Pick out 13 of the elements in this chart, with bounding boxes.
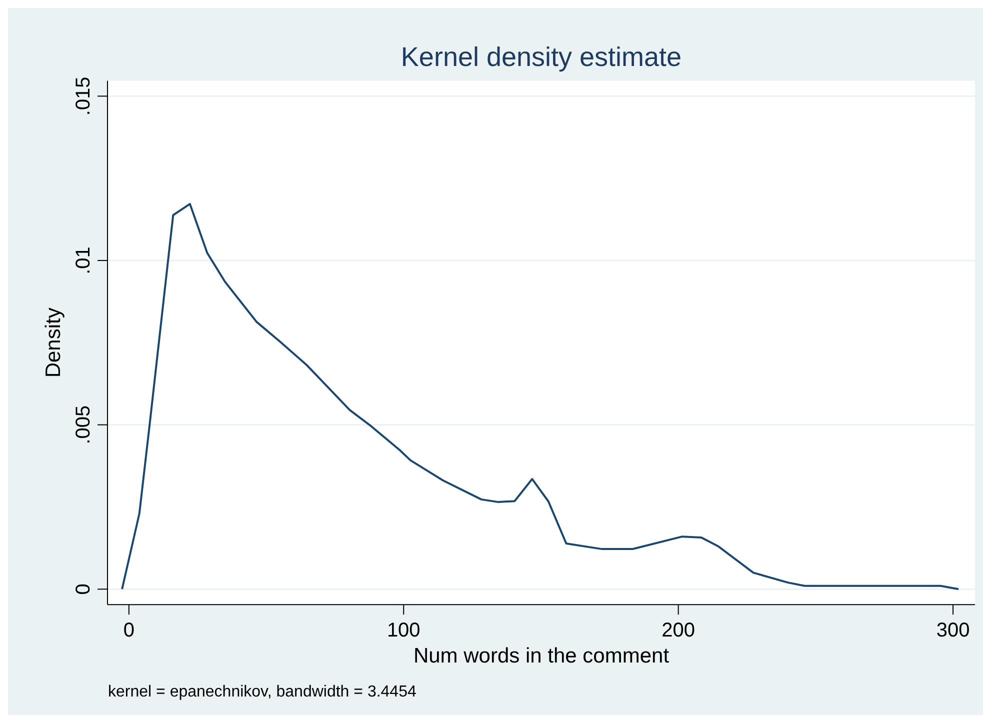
x-axis-title: Num words in the comment xyxy=(413,644,670,668)
chart-title: Kernel density estimate xyxy=(400,42,682,72)
y-tick-label: .005 xyxy=(72,405,94,444)
y-tick-label: .015 xyxy=(72,76,94,116)
line-series xyxy=(121,202,960,590)
x-tick-label: 0 xyxy=(123,620,134,642)
x-tick-label: 100 xyxy=(386,620,420,642)
x-tick-label: 200 xyxy=(662,620,696,642)
text: kernel = epanechnikov, bandwidth = 3.4454 xyxy=(108,684,416,701)
y-tick-label: 0 xyxy=(72,584,94,595)
y-tick-label: .01 xyxy=(72,246,94,274)
y-axis-title: Density xyxy=(42,307,65,378)
x-tick-label: 300 xyxy=(936,620,970,642)
